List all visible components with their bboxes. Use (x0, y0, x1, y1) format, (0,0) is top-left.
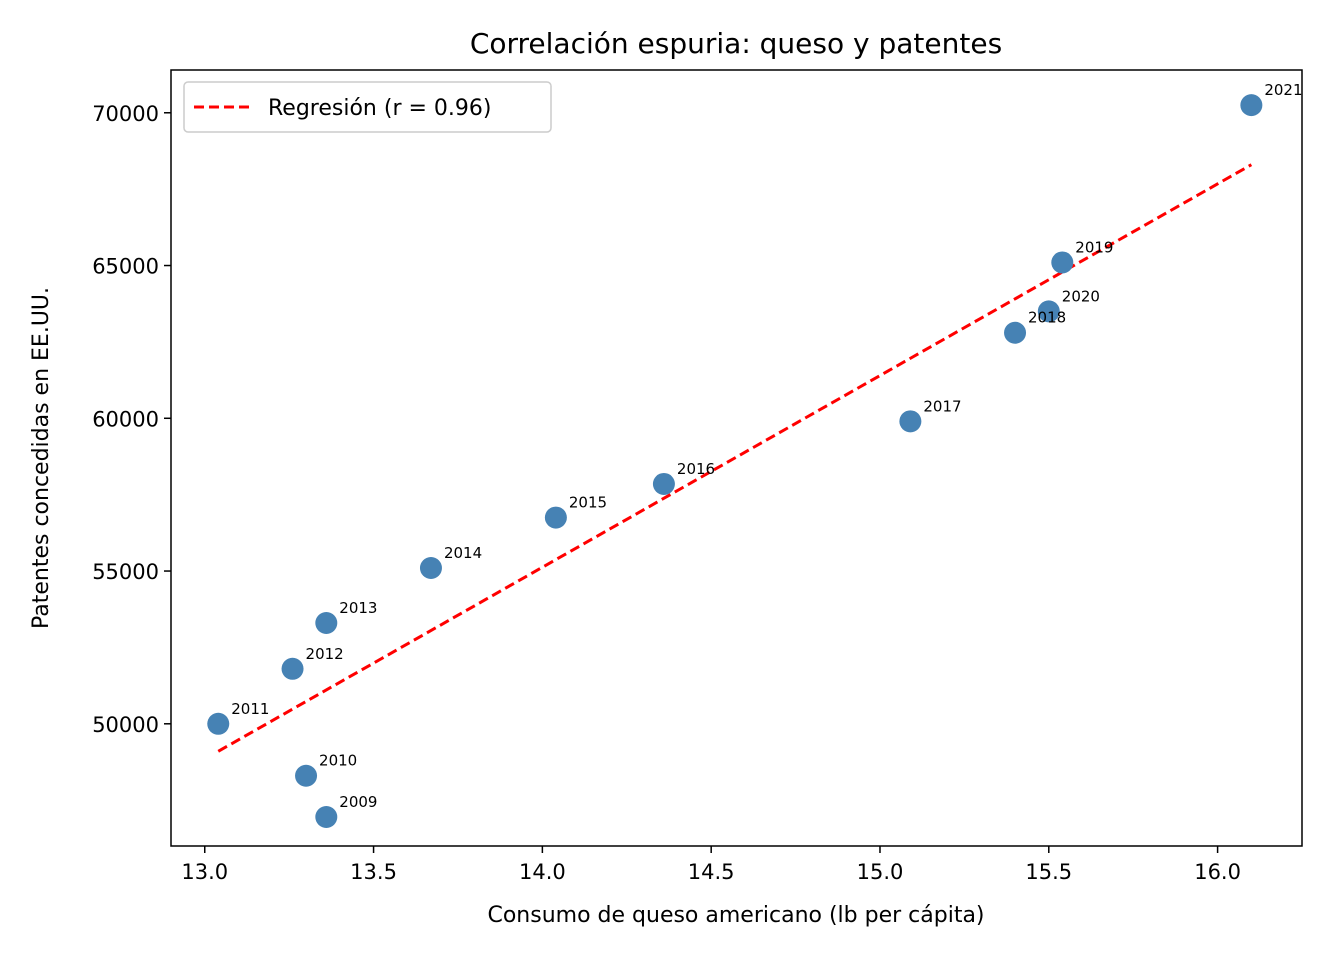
data-point-2013 (315, 611, 338, 634)
x-tick-label: 15.5 (1025, 860, 1072, 884)
data-point-2016 (652, 472, 675, 495)
data-point-2018 (1004, 321, 1027, 344)
x-tick-label: 13.0 (181, 860, 228, 884)
x-axis: 13.0 13.5 14.0 14.5 15.0 15.5 16.0 (181, 846, 1241, 884)
point-label-2009: 2009 (339, 793, 377, 811)
legend: Regresión (r = 0.96) (183, 81, 552, 133)
y-tick-label: 65000 (92, 255, 159, 279)
point-label-2015: 2015 (569, 494, 607, 512)
point-label-2016: 2016 (677, 460, 715, 478)
plot-area: 2009 2010 2011 2012 2013 2014 2015 2016 2017 2018… (170, 69, 1303, 847)
data-point-2009 (315, 805, 338, 828)
data-point-2020 (1037, 300, 1060, 323)
point-label-2014: 2014 (444, 544, 482, 562)
y-axis: 50000 55000 60000 65000 70000 (92, 102, 171, 737)
legend-regression-label: Regresión (r = 0.96) (268, 96, 491, 121)
y-tick-label: 70000 (92, 102, 159, 126)
chart-title: Correlación espuria: queso y patentes (470, 27, 1002, 60)
point-label-2013: 2013 (339, 599, 377, 617)
x-axis-label: Consumo de queso americano (lb per cápit… (487, 903, 984, 928)
point-label-2020: 2020 (1062, 287, 1100, 305)
y-tick-label: 55000 (92, 560, 159, 584)
point-label-2012: 2012 (306, 645, 344, 663)
y-tick-label: 50000 (92, 713, 159, 737)
data-point-2010 (295, 764, 318, 787)
point-label-2011: 2011 (231, 700, 269, 718)
point-label-2019: 2019 (1075, 238, 1113, 256)
y-axis-label: Patentes concedidas en EE.UU. (29, 287, 54, 629)
data-point-2021 (1240, 94, 1263, 117)
point-label-2018: 2018 (1028, 309, 1066, 327)
regression-layer (217, 163, 1253, 753)
x-tick-label: 13.5 (350, 860, 397, 884)
points-layer (207, 94, 1263, 828)
data-point-2012 (281, 657, 304, 680)
x-tick-label: 14.5 (688, 860, 735, 884)
x-tick-label: 16.0 (1194, 860, 1241, 884)
y-tick-label: 60000 (92, 407, 159, 431)
data-point-2011 (207, 712, 230, 735)
regression-line (217, 163, 1253, 753)
x-tick-label: 15.0 (857, 860, 904, 884)
point-label-2021: 2021 (1264, 81, 1302, 99)
legend-box (183, 81, 552, 133)
data-point-2017 (899, 410, 922, 433)
x-tick-label: 14.0 (519, 860, 566, 884)
point-label-2010: 2010 (319, 752, 357, 770)
data-point-2015 (544, 506, 567, 529)
plot-frame (170, 69, 1303, 847)
plot-background (171, 70, 1302, 846)
data-point-2014 (419, 556, 442, 579)
point-label-2017: 2017 (923, 397, 961, 415)
point-labels-layer: 2009 2010 2011 2012 2013 2014 2015 2016 2017 2018… (231, 81, 1302, 811)
data-point-2019 (1051, 251, 1074, 274)
